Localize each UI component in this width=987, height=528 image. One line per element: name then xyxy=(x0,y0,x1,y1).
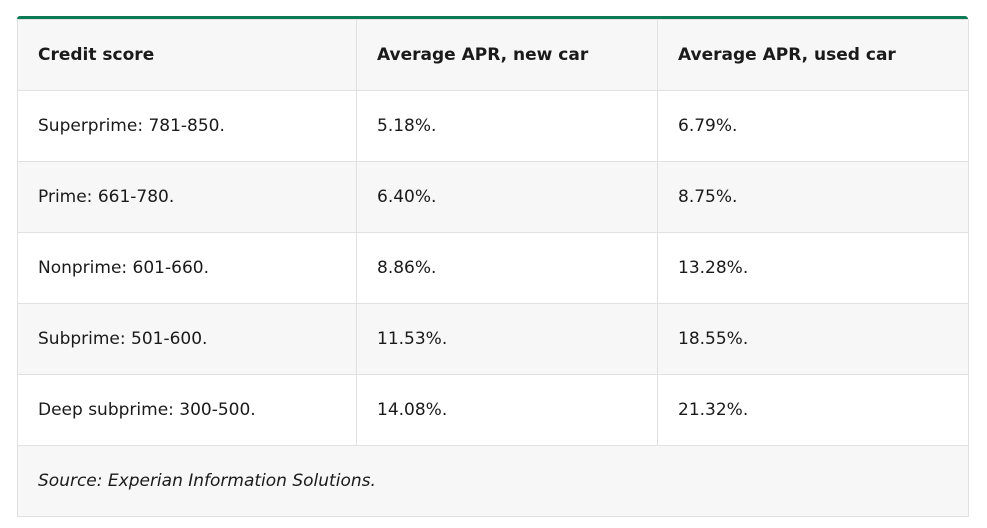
header-row: Credit score Average APR, new car Average … xyxy=(17,19,969,91)
table-cell: Superprime: 781-850. xyxy=(17,90,357,162)
table-cell: Prime: 661-780. xyxy=(17,161,357,233)
table-cell: 6.40%. xyxy=(356,161,658,233)
table-body: Superprime: 781-850. 5.18%. 6.79%. Prime: 6… xyxy=(17,90,969,446)
apr-table: Credit score Average APR, new car Average … xyxy=(17,19,969,517)
table-cell: Deep subprime: 300-500. xyxy=(17,374,357,446)
table-cell: 21.32%. xyxy=(657,374,969,446)
table-cell: Subprime: 501-600. xyxy=(17,303,357,375)
table-row: Nonprime: 601-660. 8.86%. 13.28%. xyxy=(17,232,969,304)
table-row: Prime: 661-780. 6.40%. 8.75%. xyxy=(17,161,969,233)
table-cell: 18.55%. xyxy=(657,303,969,375)
header-cell: Average APR, used car xyxy=(657,19,969,91)
table-container: Credit score Average APR, new car Average … xyxy=(17,16,969,517)
table-cell: 11.53%. xyxy=(356,303,658,375)
footer-row: Source: Experian Information Solutions. xyxy=(17,445,969,517)
table-cell: 13.28%. xyxy=(657,232,969,304)
table-cell: Nonprime: 601-660. xyxy=(17,232,357,304)
table-row: Deep subprime: 300-500. 14.08%. 21.32%. xyxy=(17,374,969,446)
source-note: Source: Experian Information Solutions. xyxy=(17,445,969,517)
table-cell: 8.86%. xyxy=(356,232,658,304)
table-row: Superprime: 781-850. 5.18%. 6.79%. xyxy=(17,90,969,162)
table-cell: 5.18%. xyxy=(356,90,658,162)
table-cell: 14.08%. xyxy=(356,374,658,446)
table-cell: 8.75%. xyxy=(657,161,969,233)
table-row: Subprime: 501-600. 11.53%. 18.55%. xyxy=(17,303,969,375)
header-cell: Average APR, new car xyxy=(356,19,658,91)
header-cell: Credit score xyxy=(17,19,357,91)
table-cell: 6.79%. xyxy=(657,90,969,162)
